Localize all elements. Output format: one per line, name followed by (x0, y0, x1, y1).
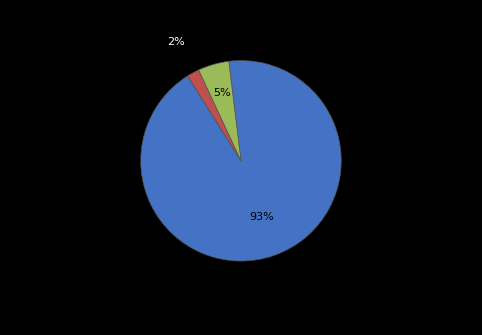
Text: 5%: 5% (213, 88, 230, 98)
Wedge shape (199, 61, 241, 161)
Wedge shape (141, 61, 341, 261)
Text: 93%: 93% (249, 212, 274, 222)
Text: 2%: 2% (167, 37, 185, 47)
Wedge shape (187, 70, 241, 161)
